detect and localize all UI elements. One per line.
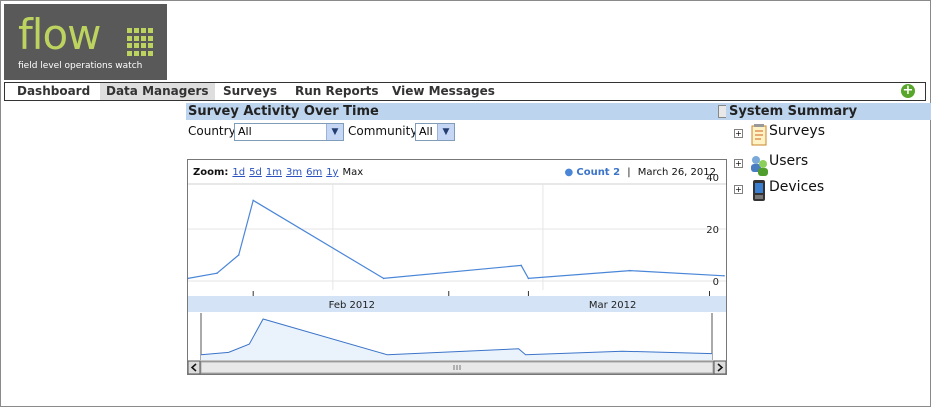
navigator-line (200, 318, 713, 356)
community-select-value: All (419, 125, 433, 138)
country-label: Country (188, 124, 236, 138)
nav-dashboard[interactable]: Dashboard (17, 84, 91, 98)
chevron-down-icon[interactable]: ▼ (326, 124, 343, 140)
series-line-count (188, 199, 725, 280)
community-select[interactable]: All ▼ (415, 123, 455, 141)
zoom-1m[interactable]: 1m (265, 167, 282, 178)
country-select[interactable]: All ▼ (234, 123, 344, 141)
legend-series: Count 2 (576, 167, 621, 178)
zoom-6m[interactable]: 6m (306, 167, 323, 178)
x-tick-label: Feb 2012 (329, 300, 375, 311)
nav-run-reports[interactable]: Run Reports (295, 84, 379, 98)
chart-legend: ● Count 2 | March 26, 2012 (564, 167, 716, 178)
zoom-3m[interactable]: 3m (285, 167, 303, 178)
y-tick-label: 40 (706, 173, 719, 184)
expand-icon[interactable]: + (734, 185, 743, 194)
y-tick-label: 0 (713, 277, 719, 288)
zoom-1y[interactable]: 1y (326, 167, 339, 178)
logo-tagline: field level operations watch (18, 61, 143, 71)
legend-dot-icon: ● (564, 167, 574, 178)
system-summary-header: System Summary (726, 103, 931, 120)
main-nav: Dashboard Data Managers Surveys Run Repo… (4, 82, 926, 101)
x-tick-label: Mar 2012 (589, 300, 637, 311)
data-point (188, 277, 189, 280)
data-point (629, 269, 631, 272)
country-select-value: All (238, 125, 252, 138)
zoom-5d[interactable]: 5d (249, 167, 262, 178)
expand-icon[interactable]: + (734, 159, 743, 168)
plus-circle-icon[interactable]: + (901, 83, 915, 98)
data-point (527, 277, 530, 280)
scrollbar-right-button[interactable] (713, 360, 726, 374)
summary-item-label: Surveys (769, 123, 825, 139)
data-point (252, 199, 254, 202)
zoom-controls: Zoom: 1d 5d 1m 3m 6m 1y Max (193, 167, 363, 178)
system-summary-title: System Summary (729, 104, 858, 119)
logo-wordmark: flow (18, 10, 102, 59)
data-point (520, 264, 522, 267)
y-tick-label: 20 (706, 225, 719, 236)
expand-icon[interactable]: + (734, 129, 743, 138)
scrollbar-left-button[interactable] (188, 360, 201, 374)
legend-date: March 26, 2012 (637, 167, 716, 178)
nav-data-managers[interactable]: Data Managers (100, 83, 215, 100)
legend-separator: | (627, 167, 631, 178)
data-point (723, 275, 725, 277)
users-people-icon (749, 153, 769, 177)
chevron-down-icon[interactable]: ▼ (437, 124, 454, 140)
zoom-label: Zoom: (193, 167, 229, 178)
data-point (237, 254, 240, 256)
survey-activity-chart: Zoom: 1d 5d 1m 3m 6m 1y Max ● Count 2 | March 2… (187, 159, 727, 375)
x-axis-band (188, 296, 726, 312)
flow-logo[interactable]: flow field level operations watch (4, 4, 167, 80)
chart-canvas[interactable]: 40 20 0 Feb 2012 Mar 2012 (188, 160, 726, 374)
logo-dots-icon (127, 28, 155, 56)
zoom-1d[interactable]: 1d (232, 167, 246, 178)
data-point (382, 277, 385, 280)
surveys-notepad-icon (749, 123, 769, 147)
zoom-max[interactable]: Max (342, 167, 364, 178)
navigator-area (201, 319, 712, 360)
summary-item-label: Devices (769, 179, 825, 195)
chevron-left-icon (190, 363, 197, 372)
survey-activity-header: Survey Activity Over Time (186, 103, 728, 120)
devices-phone-icon (749, 179, 769, 203)
nav-view-messages[interactable]: View Messages (392, 84, 495, 98)
summary-item-label: Users (769, 153, 809, 169)
chevron-right-icon (717, 363, 724, 372)
nav-surveys[interactable]: Surveys (223, 84, 278, 98)
survey-activity-title: Survey Activity Over Time (188, 104, 379, 119)
data-point (216, 272, 218, 274)
community-label: Community (348, 124, 418, 138)
